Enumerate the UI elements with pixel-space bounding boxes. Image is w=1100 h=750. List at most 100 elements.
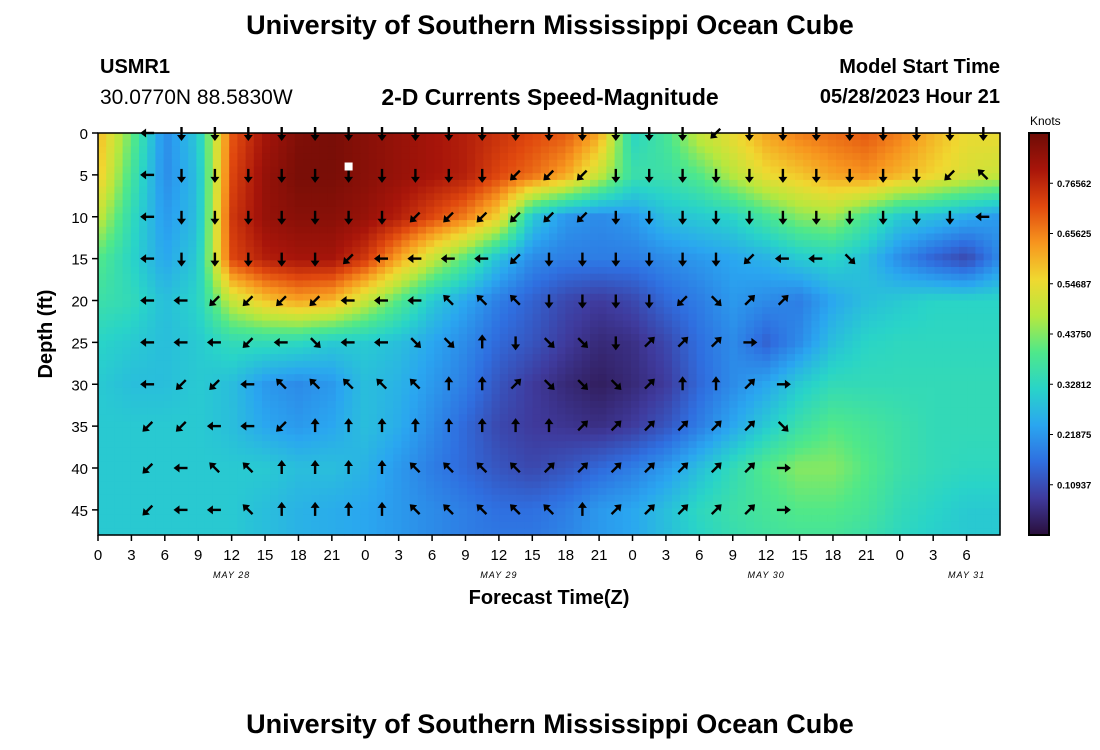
heatmap-cell	[229, 133, 238, 141]
heatmap-cell	[606, 226, 616, 235]
heatmap-cell	[171, 240, 181, 248]
heatmap-cell	[737, 421, 747, 429]
heatmap-cell	[180, 407, 189, 415]
heatmap-cell	[253, 340, 263, 348]
heatmap-cell	[557, 273, 566, 281]
heatmap-cell	[294, 354, 304, 362]
heatmap-cell	[549, 313, 558, 322]
heatmap-cell	[770, 407, 780, 415]
heatmap-cell	[98, 246, 107, 255]
heatmap-cell	[680, 380, 689, 389]
heatmap-cell	[590, 401, 599, 409]
heatmap-cell	[319, 146, 329, 154]
heatmap-cell	[393, 434, 402, 442]
heatmap-cell	[286, 421, 296, 429]
heatmap-cell	[147, 166, 156, 174]
heatmap-cell	[549, 360, 558, 369]
heatmap-cell	[811, 293, 821, 302]
heatmap-cell	[114, 287, 124, 295]
heatmap-cell	[221, 226, 230, 235]
heatmap-cell	[327, 139, 337, 147]
heatmap-cell	[499, 193, 509, 201]
heatmap-cell	[245, 253, 255, 261]
heatmap-cell	[303, 360, 312, 369]
heatmap-cell	[975, 173, 985, 181]
heatmap-cell	[139, 434, 148, 442]
heatmap-cell	[557, 340, 566, 348]
heatmap-cell	[918, 347, 927, 355]
heatmap-cell	[237, 193, 247, 201]
heatmap-cell	[196, 179, 206, 188]
heatmap-cell	[229, 313, 238, 322]
heatmap-cell	[286, 293, 296, 302]
heatmap-cell	[171, 287, 181, 295]
heatmap-cell	[516, 307, 525, 315]
heatmap-cell	[942, 360, 952, 369]
heatmap-cell	[614, 293, 624, 302]
heatmap-cell	[950, 240, 960, 248]
heatmap-cell	[836, 421, 845, 429]
heatmap-cell	[114, 213, 124, 221]
heatmap-cell	[491, 233, 501, 241]
heatmap-cell	[327, 179, 337, 188]
heatmap-cell	[795, 401, 804, 409]
heatmap-cell	[475, 193, 484, 201]
heatmap-cell	[680, 200, 689, 208]
heatmap-cell	[294, 220, 304, 228]
heatmap-cell	[98, 287, 107, 295]
heatmap-cell	[221, 280, 230, 288]
heatmap-cell	[721, 394, 730, 402]
heatmap-cell	[811, 380, 821, 389]
heatmap-cell	[245, 233, 255, 241]
heatmap-cell	[450, 334, 460, 342]
heatmap-cell	[983, 307, 993, 315]
heatmap-cell	[368, 387, 378, 395]
heatmap-cell	[852, 166, 862, 174]
heatmap-cell	[631, 374, 640, 382]
heatmap-cell	[959, 313, 968, 322]
heatmap-cell	[278, 193, 288, 201]
heatmap-cell	[106, 287, 115, 295]
heatmap-cell	[253, 273, 263, 281]
heatmap-cell	[704, 253, 714, 261]
heatmap-cell	[294, 374, 304, 382]
heatmap-cell	[991, 273, 1001, 281]
heatmap-cell	[590, 173, 599, 181]
heatmap-cell	[614, 159, 624, 168]
heatmap-cell	[163, 240, 173, 248]
heatmap-cell	[704, 387, 714, 395]
heatmap-cell	[376, 260, 386, 268]
heatmap-cell	[778, 307, 788, 315]
heatmap-cell	[147, 327, 156, 335]
heatmap-cell	[639, 166, 648, 174]
heatmap-cell	[860, 401, 870, 409]
heatmap-cell	[754, 260, 763, 268]
heatmap-cell	[352, 401, 361, 409]
heatmap-cell	[319, 360, 329, 369]
heatmap-cell	[368, 220, 378, 228]
heatmap-cell	[959, 320, 968, 328]
heatmap-cell	[786, 273, 796, 281]
heatmap-cell	[385, 146, 394, 154]
heatmap-cell	[909, 347, 919, 355]
heatmap-cell	[901, 394, 911, 402]
heatmap-cell	[188, 133, 197, 141]
heatmap-cell	[393, 401, 402, 409]
heatmap-cell	[721, 179, 730, 188]
heatmap-cell	[885, 340, 894, 348]
heatmap-cell	[721, 213, 730, 221]
heatmap-cell	[122, 253, 132, 261]
heatmap-cell	[967, 220, 976, 228]
heatmap-cell	[393, 380, 402, 389]
heatmap-cell	[778, 387, 788, 395]
heatmap-cell	[212, 380, 222, 389]
heatmap-cell	[721, 374, 730, 382]
heatmap-cell	[303, 280, 312, 288]
heatmap-cell	[672, 213, 681, 221]
heatmap-cell	[417, 226, 427, 235]
heatmap-cell	[524, 307, 534, 315]
heatmap-cell	[286, 233, 296, 241]
heatmap-cell	[524, 186, 534, 194]
heatmap-cell	[327, 434, 337, 442]
heatmap-cell	[918, 414, 927, 422]
